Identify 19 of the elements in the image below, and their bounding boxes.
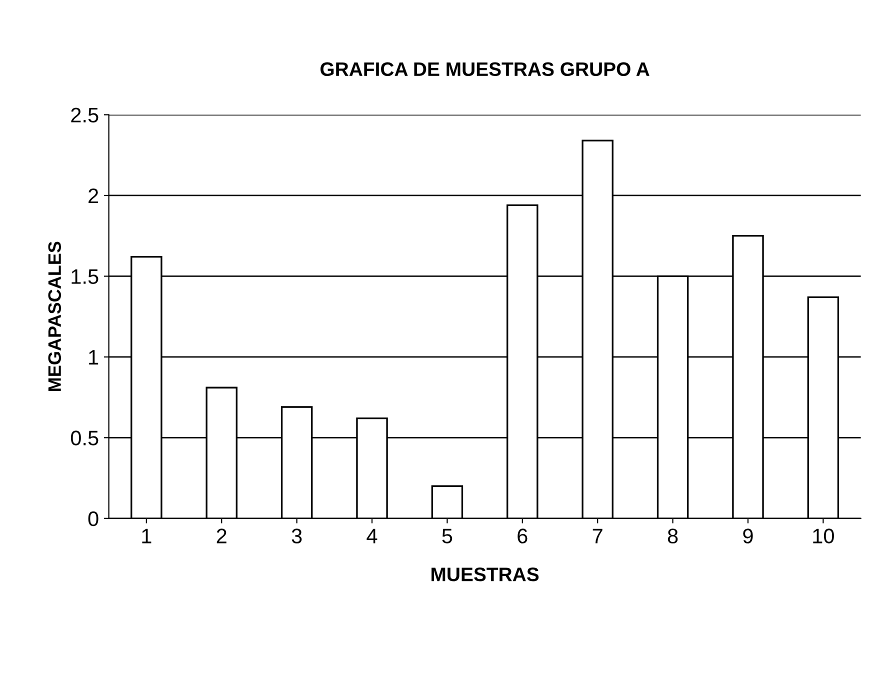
x-tick-label: 1 xyxy=(142,528,152,544)
y-tick-label: 2.5 xyxy=(71,108,98,123)
x-tick-label: 7 xyxy=(592,528,602,544)
x-tick-label: 5 xyxy=(442,528,452,544)
x-tick-label: 9 xyxy=(743,528,753,544)
x-tick-label: 8 xyxy=(668,528,678,544)
y-tick-label: 2 xyxy=(88,188,98,204)
y-tick-label: 1.5 xyxy=(72,269,98,284)
x-tick-label: 4 xyxy=(366,528,378,544)
x-axis-title: MUESTRAS xyxy=(432,568,539,582)
chart-title: GRAFICA DE MUESTRAS GRUPO A xyxy=(320,62,650,76)
y-axis-title: MEGAPASCALES xyxy=(48,242,62,391)
x-tick-label: 10 xyxy=(813,528,834,544)
y-tick-label: 1 xyxy=(89,350,98,364)
x-tick-label: 2 xyxy=(216,528,226,544)
y-tick-label: 0 xyxy=(88,511,98,526)
y-tick-label: 0.5 xyxy=(70,430,98,446)
x-tick-label: 6 xyxy=(518,528,528,544)
x-tick-label: 3 xyxy=(292,528,302,544)
